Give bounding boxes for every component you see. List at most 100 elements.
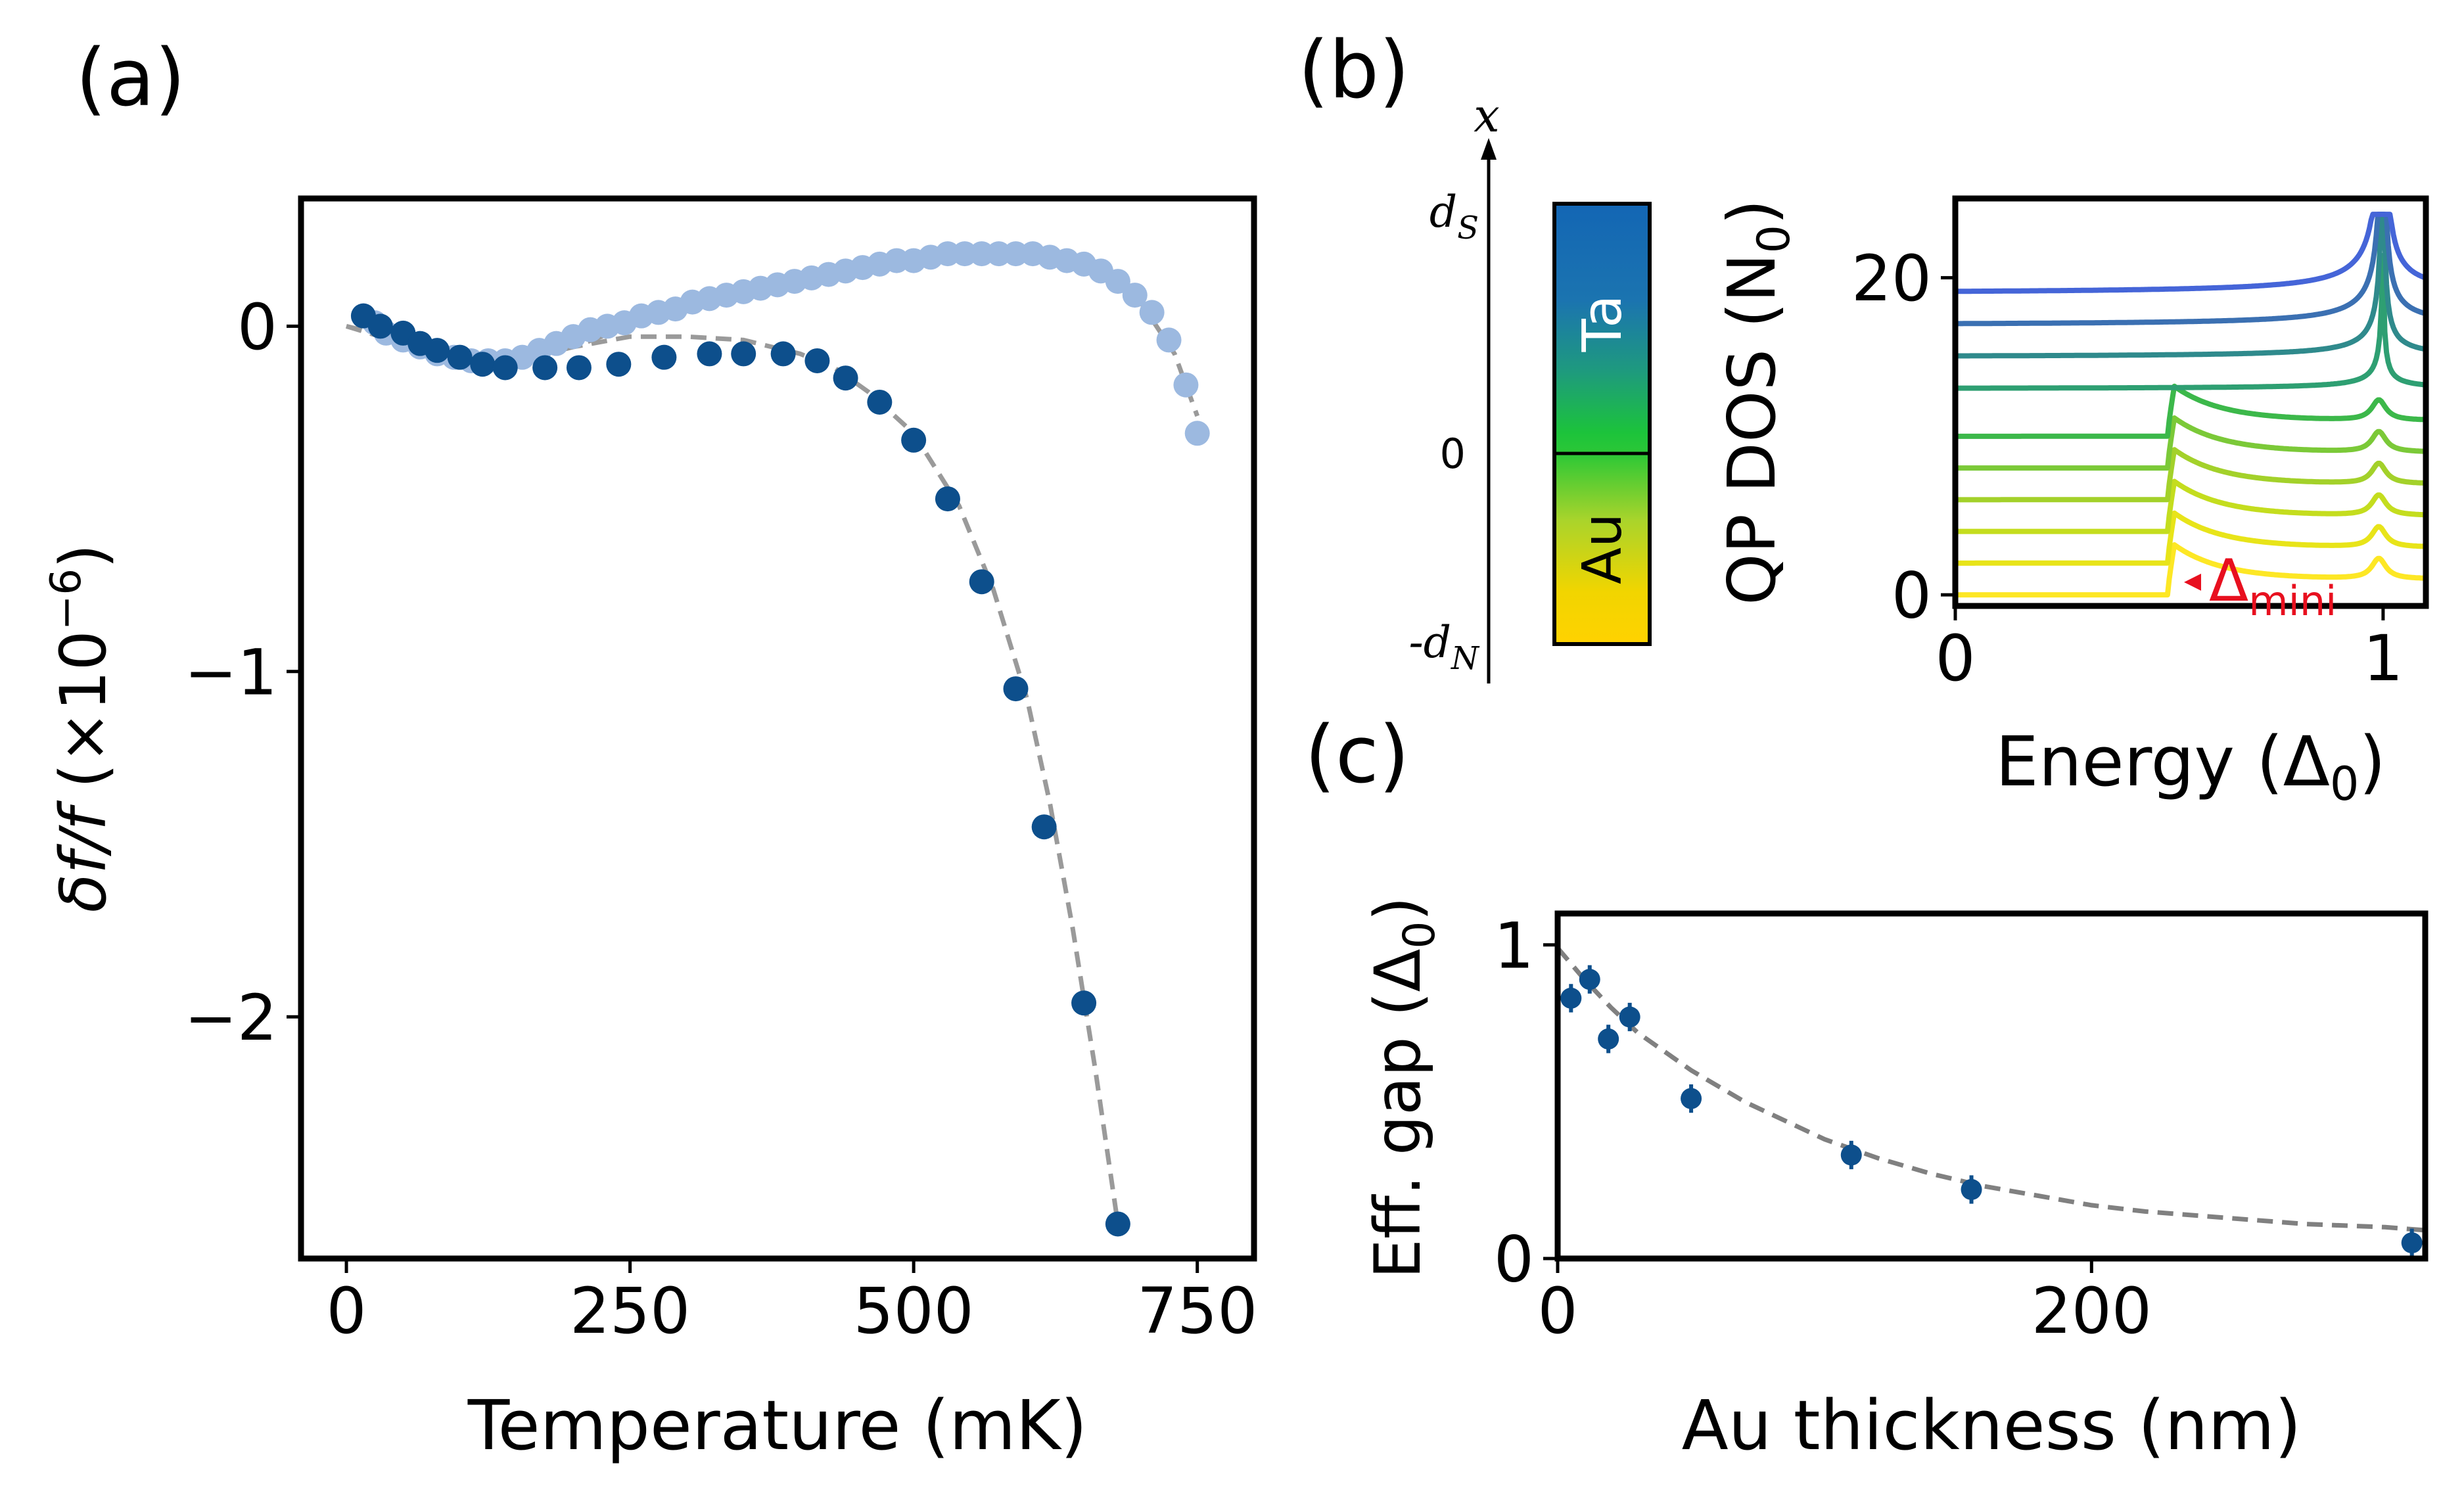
schematic-au-label: Au bbox=[1571, 513, 1634, 584]
schematic-ta-label: Ta bbox=[1571, 295, 1634, 353]
chart-b-minigap-label: Δmini bbox=[2209, 547, 2336, 625]
schematic-dn-main: -d bbox=[1408, 617, 1451, 668]
data-point bbox=[1003, 676, 1029, 702]
chart-c-y-label-sub: 0 bbox=[1394, 921, 1445, 949]
schematic-ds-label: dS bbox=[1430, 187, 1479, 246]
data-point bbox=[1184, 421, 1210, 446]
data-point bbox=[1840, 1144, 1862, 1166]
data-point bbox=[1122, 283, 1148, 308]
data-point bbox=[867, 389, 893, 415]
panel-label-a: (a) bbox=[76, 33, 185, 124]
chart-a-y-label-exp: −6 bbox=[42, 568, 91, 630]
chart-c-frame bbox=[1554, 910, 2429, 1262]
chart-c-x-ticks: 0 200 bbox=[1537, 1259, 2152, 1348]
data-point bbox=[2401, 1232, 2423, 1254]
chart-a-y-label-main: δf/f bbox=[47, 800, 120, 913]
data-point bbox=[1139, 300, 1165, 325]
data-point bbox=[447, 344, 473, 370]
data-point bbox=[425, 338, 450, 363]
chart-b-x-label: Energy (Δ0) bbox=[1995, 722, 2386, 811]
chart-c-y-label-close: ) bbox=[1361, 896, 1435, 921]
dos-curve bbox=[1955, 447, 2425, 503]
data-point bbox=[969, 569, 994, 595]
chart-c: 0 200 01 Au thickness (nm) Eff. gap (Δ0) bbox=[1361, 896, 2429, 1466]
data-point bbox=[1031, 814, 1057, 840]
chart-b-y-label-sub: 0 bbox=[1748, 225, 1800, 253]
x-tick-label: 0 bbox=[327, 1274, 367, 1348]
data-point bbox=[697, 341, 722, 367]
data-point bbox=[1681, 1088, 1702, 1109]
data-point bbox=[532, 355, 558, 381]
data-point bbox=[1156, 327, 1182, 353]
data-point bbox=[470, 352, 496, 377]
chart-a-y-label-close: ) bbox=[47, 543, 120, 568]
schematic-dn-sub: N bbox=[1451, 640, 1480, 677]
schematic-dn-label: -dN bbox=[1408, 617, 1480, 677]
x-tick-label: 0 bbox=[1935, 622, 1975, 695]
data-point bbox=[935, 486, 960, 512]
data-point bbox=[367, 313, 393, 339]
chart-a-y-label: δf/f (×10−6) bbox=[42, 543, 120, 912]
schematic-x-label: x bbox=[1474, 89, 1499, 143]
chart-a-fits bbox=[345, 248, 1199, 1225]
data-point bbox=[651, 344, 677, 370]
y-tick-label: 1 bbox=[1494, 909, 1534, 983]
data-point bbox=[566, 355, 592, 381]
data-point bbox=[1105, 269, 1130, 294]
data-point bbox=[1961, 1179, 1982, 1200]
dos-curve bbox=[1955, 252, 2425, 391]
dos-curve bbox=[1955, 510, 2425, 566]
fit-line bbox=[346, 323, 1121, 1225]
chart-b-x-label-main: Energy (Δ bbox=[1995, 722, 2330, 802]
data-point bbox=[833, 365, 858, 391]
data-point bbox=[606, 352, 632, 377]
chart-c-x-label: Au thickness (nm) bbox=[1682, 1385, 2302, 1466]
y-tick-label: −2 bbox=[184, 981, 277, 1055]
chart-c-y-ticks: 01 bbox=[1494, 909, 1558, 1297]
chart-c-points bbox=[1560, 965, 2423, 1257]
data-point bbox=[804, 348, 830, 373]
chart-a-frame bbox=[298, 195, 1257, 1262]
chart-a-x-ticks: 0 250 500 750 bbox=[327, 1259, 1257, 1348]
fit-line bbox=[1556, 946, 2426, 1233]
schematic-x-arrow-icon bbox=[1481, 138, 1497, 160]
chart-c-y-label: Eff. gap (Δ0) bbox=[1361, 896, 1445, 1279]
y-tick-label: −1 bbox=[184, 636, 277, 709]
chart-b-x-label-close: ) bbox=[2359, 722, 2386, 802]
data-point bbox=[731, 341, 756, 367]
x-tick-label: 200 bbox=[2032, 1274, 2152, 1348]
dos-curve bbox=[1955, 212, 2425, 359]
chart-c-y-label-main: Eff. gap (Δ bbox=[1361, 949, 1435, 1279]
data-point bbox=[1560, 987, 1582, 1009]
data-point bbox=[901, 427, 927, 453]
chart-a-points bbox=[350, 241, 1210, 1237]
x-tick-label: 500 bbox=[854, 1274, 974, 1348]
chart-b-y-label: QP DOS (N0) bbox=[1713, 199, 1800, 605]
chart-b-y-ticks: 0 20 bbox=[1851, 242, 1955, 633]
dos-curve bbox=[1955, 212, 2425, 294]
data-point bbox=[492, 355, 518, 381]
chart-b-y-label-main: QP DOS (N bbox=[1713, 253, 1790, 605]
schematic-ds-main: d bbox=[1430, 187, 1457, 237]
x-tick-label: 750 bbox=[1137, 1274, 1257, 1348]
chart-c-fits bbox=[1556, 946, 2426, 1233]
dos-curve bbox=[1955, 212, 2425, 327]
layer-schematic: x dS 0 -dN Ta Au bbox=[1408, 89, 1652, 683]
data-point bbox=[1071, 990, 1097, 1016]
data-point bbox=[1105, 1211, 1130, 1237]
chart-b-curves bbox=[1955, 212, 2425, 598]
dos-curve bbox=[1955, 542, 2425, 598]
y-tick-label: 0 bbox=[237, 290, 277, 364]
schematic-zero-label: 0 bbox=[1440, 430, 1466, 478]
chart-a-y-label-unit: (×10 bbox=[47, 630, 120, 808]
chart-b-minigap-arrow-icon bbox=[2184, 573, 2201, 591]
chart-b-minigap-main: Δ bbox=[2209, 547, 2248, 614]
chart-a-x-label: Temperature (mK) bbox=[467, 1385, 1088, 1466]
chart-b-minigap-sub: mini bbox=[2248, 577, 2336, 625]
chart-b-x-label-sub: 0 bbox=[2330, 757, 2359, 811]
data-point bbox=[1598, 1028, 1619, 1050]
x-tick-label: 1 bbox=[2363, 622, 2403, 695]
